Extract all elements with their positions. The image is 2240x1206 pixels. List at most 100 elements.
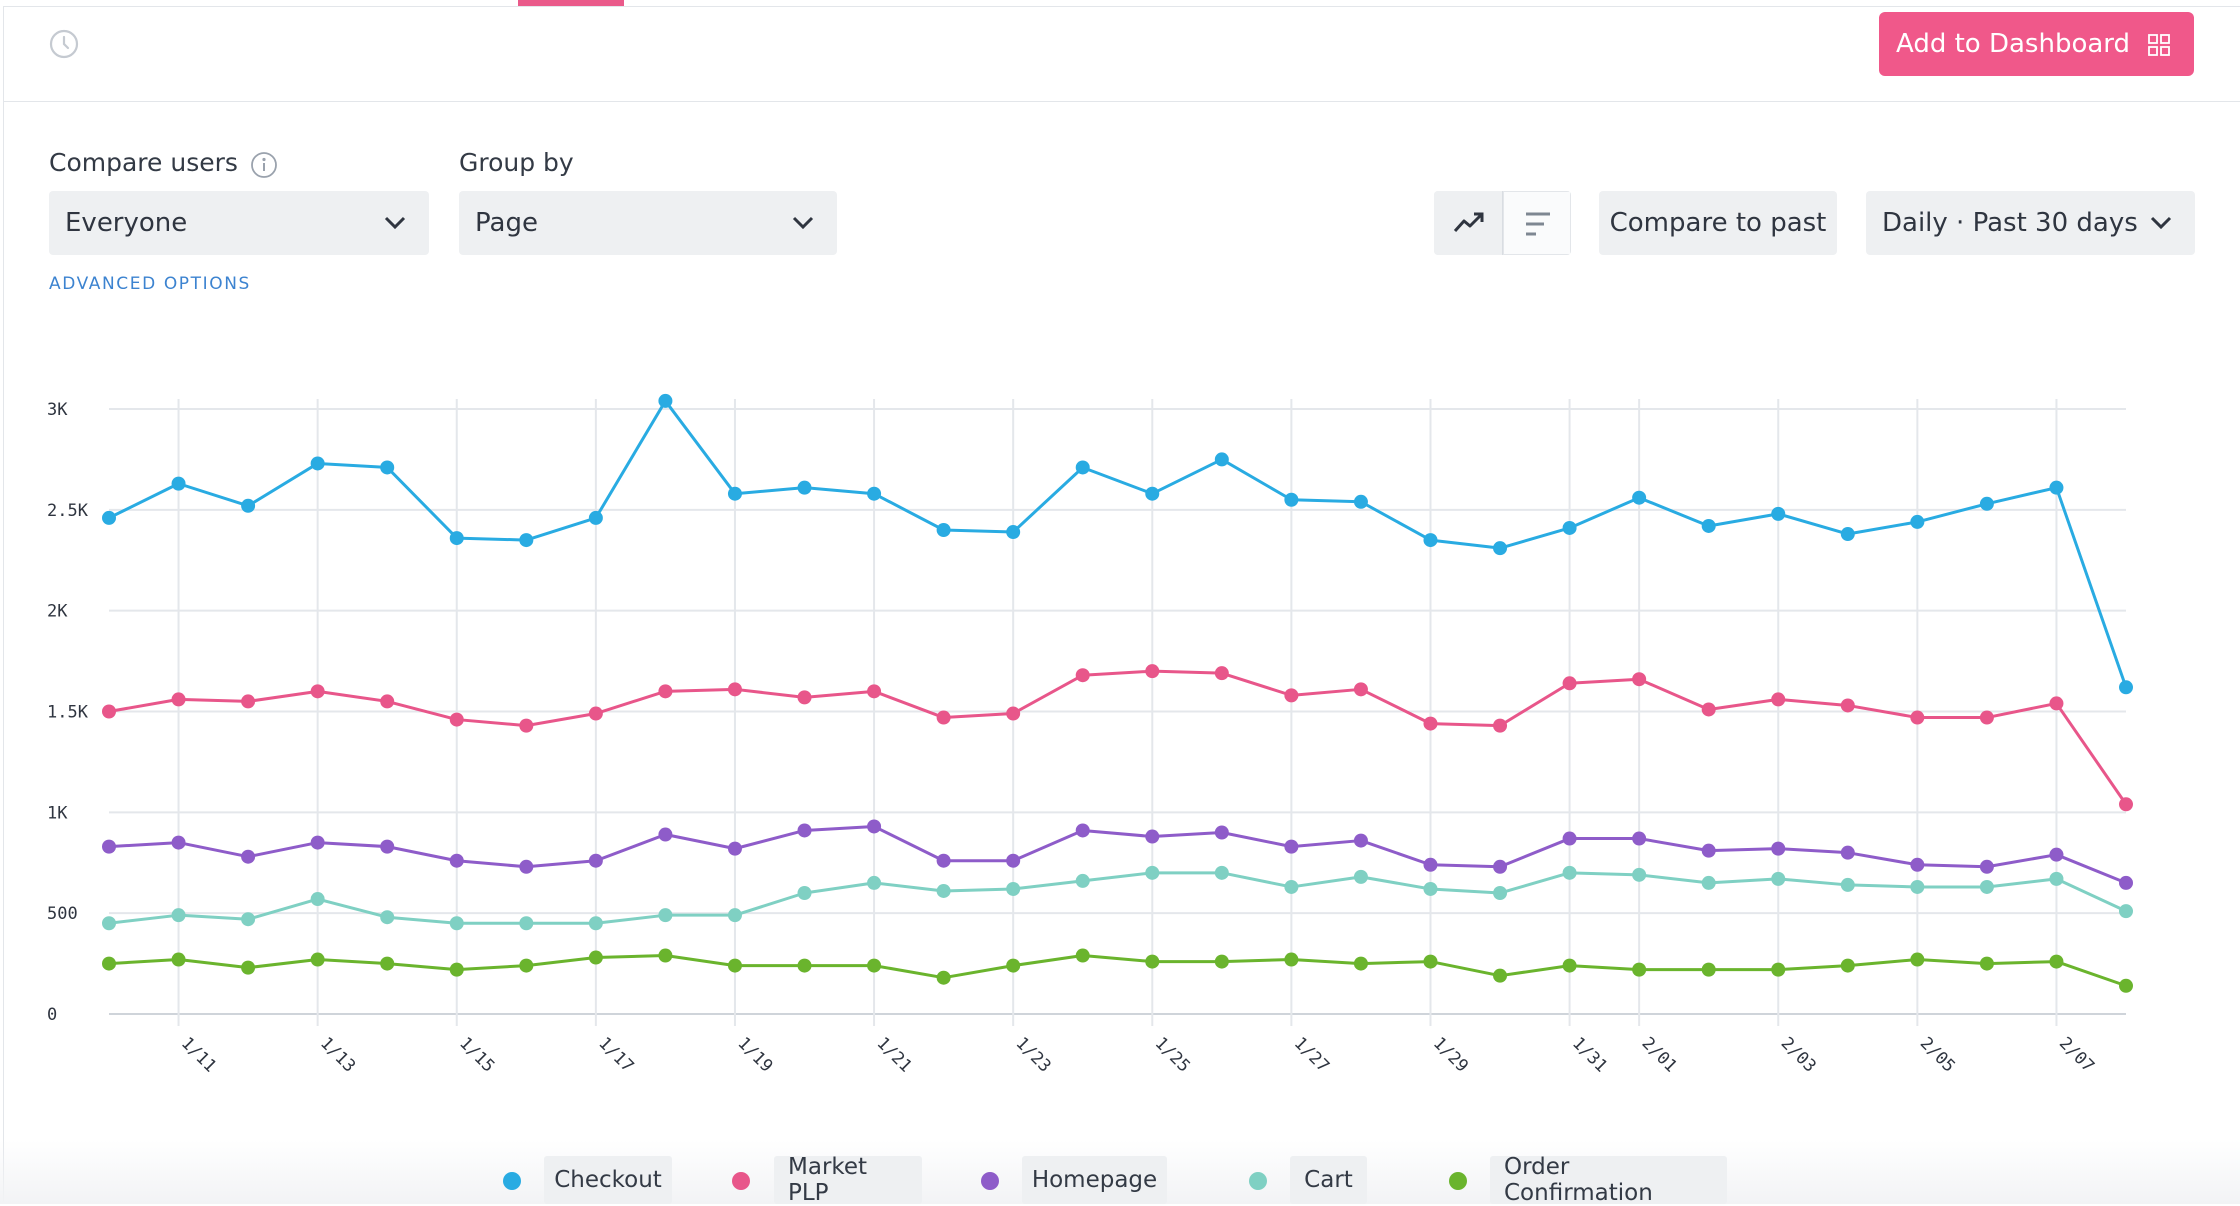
data-point-checkout	[380, 460, 395, 475]
data-point-homepage	[519, 859, 534, 874]
data-point-homepage	[658, 827, 673, 842]
legend-item-homepage[interactable]: Homepage	[1022, 1156, 1167, 1204]
clock-icon[interactable]	[49, 29, 79, 59]
data-point-homepage	[1423, 857, 1438, 872]
data-point-cart	[380, 910, 395, 925]
x-tick-label: 1/31	[1568, 1033, 1611, 1076]
compare-users-value: Everyone	[65, 208, 188, 238]
data-point-market-plp	[449, 712, 464, 727]
data-point-order-confirmation	[449, 962, 464, 977]
advanced-options-link[interactable]: ADVANCED OPTIONS	[49, 274, 251, 294]
data-point-order-confirmation	[1910, 952, 1925, 967]
x-tick-label: 1/21	[873, 1033, 916, 1076]
legend-dot-market-plp	[732, 1172, 750, 1190]
data-point-checkout	[1145, 486, 1160, 501]
data-point-order-confirmation	[727, 958, 742, 973]
compare-users-select[interactable]: Everyone	[49, 191, 429, 255]
series-line-order-confirmation	[108, 954, 2127, 988]
data-point-homepage	[1284, 839, 1299, 854]
date-range-select[interactable]: Daily · Past 30 days	[1866, 191, 2195, 255]
data-point-homepage	[102, 839, 116, 854]
data-point-homepage	[1145, 829, 1160, 844]
data-point-homepage	[1632, 831, 1647, 846]
active-tab-indicator	[518, 0, 624, 6]
bar-chart-toggle[interactable]	[1503, 191, 1571, 255]
data-point-order-confirmation	[1701, 962, 1716, 977]
data-point-checkout	[1632, 490, 1647, 505]
legend-item-cart[interactable]: Cart	[1290, 1156, 1367, 1204]
data-point-market-plp	[2049, 696, 2064, 711]
legend-item-market-plp[interactable]: Market PLP	[774, 1154, 922, 1206]
data-point-homepage	[1910, 857, 1925, 872]
data-point-market-plp	[1145, 664, 1160, 679]
x-tick-label: 1/23	[1012, 1033, 1055, 1076]
data-point-cart	[102, 916, 116, 931]
data-point-homepage	[1840, 845, 1855, 860]
data-point-checkout	[588, 510, 603, 525]
data-point-homepage	[241, 849, 256, 864]
x-tick-label: 1/17	[594, 1033, 637, 1076]
data-point-order-confirmation	[797, 958, 812, 973]
data-point-market-plp	[1353, 682, 1368, 697]
data-point-cart	[797, 886, 812, 900]
data-point-market-plp	[1075, 668, 1090, 683]
x-tick-label: 1/19	[733, 1033, 776, 1076]
data-point-cart	[1493, 886, 1508, 900]
legend-item-order-confirmation[interactable]: Order Confirmation	[1490, 1154, 1727, 1206]
chevron-down-icon	[384, 216, 406, 230]
group-by-select[interactable]: Page	[459, 191, 837, 255]
data-point-checkout	[1006, 525, 1021, 540]
date-range-value: Daily · Past 30 days	[1882, 208, 2138, 238]
data-point-homepage	[380, 839, 395, 854]
data-point-cart	[1214, 865, 1229, 880]
data-point-order-confirmation	[1632, 962, 1647, 977]
data-point-homepage	[727, 841, 742, 856]
chevron-down-icon	[2150, 216, 2172, 230]
data-point-order-confirmation	[1771, 962, 1786, 977]
y-tick-label: 1K	[47, 803, 68, 823]
data-point-checkout	[171, 476, 186, 491]
data-point-checkout	[1701, 518, 1716, 533]
data-point-checkout	[727, 486, 742, 501]
legend-dot-cart	[1249, 1172, 1267, 1190]
data-point-market-plp	[171, 692, 186, 707]
data-point-cart	[1632, 867, 1647, 882]
data-point-checkout	[1910, 514, 1925, 529]
legend-item-checkout[interactable]: Checkout	[544, 1156, 672, 1204]
data-point-market-plp	[658, 684, 673, 699]
data-point-order-confirmation	[1075, 948, 1090, 963]
data-point-cart	[1701, 875, 1716, 890]
x-tick-label: 2/05	[1916, 1033, 1959, 1076]
data-point-cart	[1840, 877, 1855, 892]
data-point-cart	[1006, 881, 1021, 896]
y-tick-label: 2K	[47, 602, 68, 622]
add-to-dashboard-button[interactable]: Add to Dashboard	[1879, 12, 2194, 76]
info-icon[interactable]	[250, 151, 278, 179]
y-tick-label: 0	[47, 1005, 57, 1025]
data-point-homepage	[2119, 875, 2133, 890]
data-point-cart	[588, 916, 603, 931]
compare-to-past-button[interactable]: Compare to past	[1599, 191, 1837, 255]
data-point-checkout	[519, 533, 534, 548]
data-point-cart	[1979, 879, 1994, 894]
data-point-cart	[1284, 879, 1299, 894]
data-point-homepage	[2049, 847, 2064, 862]
data-point-market-plp	[1771, 692, 1786, 707]
add-to-dashboard-label: Add to Dashboard	[1896, 29, 2131, 59]
data-point-homepage	[310, 835, 325, 850]
data-point-checkout	[1075, 460, 1090, 475]
data-point-homepage	[588, 853, 603, 868]
x-tick-label: 2/07	[2055, 1033, 2098, 1076]
data-point-market-plp	[380, 694, 395, 709]
data-point-homepage	[936, 853, 951, 868]
data-point-market-plp	[1840, 698, 1855, 713]
line-chart-toggle[interactable]	[1434, 191, 1502, 255]
data-point-cart	[310, 892, 325, 907]
data-point-market-plp	[727, 682, 742, 697]
data-point-market-plp	[588, 706, 603, 721]
series-line-market-plp	[108, 669, 2128, 806]
data-point-market-plp	[1423, 716, 1438, 731]
data-point-order-confirmation	[2049, 954, 2064, 969]
data-point-checkout	[1979, 496, 1994, 511]
data-point-cart	[2049, 871, 2064, 886]
